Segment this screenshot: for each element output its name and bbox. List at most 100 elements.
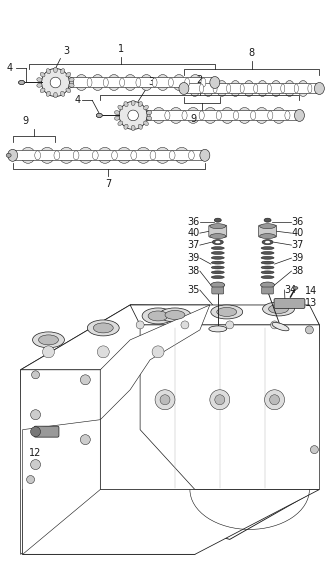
Ellipse shape <box>212 240 223 245</box>
Ellipse shape <box>211 305 243 319</box>
Ellipse shape <box>298 81 308 96</box>
Ellipse shape <box>73 151 79 160</box>
Ellipse shape <box>203 81 213 96</box>
Ellipse shape <box>59 147 74 164</box>
Text: 40: 40 <box>188 228 200 238</box>
Circle shape <box>215 395 225 405</box>
Ellipse shape <box>200 149 210 161</box>
Ellipse shape <box>120 78 125 87</box>
Ellipse shape <box>258 81 268 96</box>
Circle shape <box>32 371 39 379</box>
Ellipse shape <box>96 114 102 117</box>
Ellipse shape <box>295 110 304 121</box>
Circle shape <box>50 77 61 88</box>
Ellipse shape <box>108 74 120 90</box>
Ellipse shape <box>66 88 71 93</box>
Circle shape <box>119 102 147 129</box>
Ellipse shape <box>190 81 200 96</box>
Polygon shape <box>21 370 100 554</box>
Ellipse shape <box>152 107 165 124</box>
Ellipse shape <box>124 74 136 90</box>
Ellipse shape <box>19 81 25 85</box>
Polygon shape <box>100 305 210 420</box>
Ellipse shape <box>54 151 60 160</box>
Ellipse shape <box>138 102 142 107</box>
Ellipse shape <box>136 78 141 87</box>
Ellipse shape <box>117 147 131 164</box>
Ellipse shape <box>211 246 224 249</box>
Ellipse shape <box>254 84 258 93</box>
Polygon shape <box>23 490 319 554</box>
Text: 12: 12 <box>29 448 42 458</box>
Ellipse shape <box>250 111 256 120</box>
Ellipse shape <box>210 234 226 238</box>
Text: 2: 2 <box>197 75 203 85</box>
Ellipse shape <box>138 124 142 129</box>
FancyBboxPatch shape <box>259 225 277 237</box>
Ellipse shape <box>40 88 45 93</box>
Ellipse shape <box>87 320 119 336</box>
Ellipse shape <box>60 68 65 74</box>
Ellipse shape <box>53 67 57 72</box>
Ellipse shape <box>175 147 189 164</box>
Ellipse shape <box>294 84 298 93</box>
FancyBboxPatch shape <box>209 225 227 237</box>
Circle shape <box>210 390 230 409</box>
Text: 3: 3 <box>63 46 69 56</box>
Ellipse shape <box>204 107 217 124</box>
Circle shape <box>305 326 313 334</box>
Ellipse shape <box>21 147 35 164</box>
Text: 39: 39 <box>188 253 200 263</box>
Circle shape <box>160 395 170 405</box>
Ellipse shape <box>211 266 224 269</box>
Circle shape <box>226 321 234 329</box>
Ellipse shape <box>131 151 137 160</box>
Text: 36: 36 <box>292 217 304 227</box>
Circle shape <box>128 110 138 121</box>
FancyBboxPatch shape <box>144 110 301 121</box>
Ellipse shape <box>40 147 54 164</box>
Ellipse shape <box>261 261 274 264</box>
Ellipse shape <box>87 78 92 87</box>
Circle shape <box>27 476 34 484</box>
Ellipse shape <box>152 78 157 87</box>
Ellipse shape <box>255 107 268 124</box>
FancyBboxPatch shape <box>274 299 305 309</box>
Ellipse shape <box>124 102 128 107</box>
Ellipse shape <box>211 256 224 259</box>
Ellipse shape <box>92 74 104 90</box>
Circle shape <box>80 375 90 385</box>
Ellipse shape <box>211 252 224 255</box>
Ellipse shape <box>98 147 112 164</box>
Polygon shape <box>21 305 319 554</box>
Ellipse shape <box>147 111 152 115</box>
FancyBboxPatch shape <box>11 150 206 160</box>
Ellipse shape <box>69 84 74 88</box>
Circle shape <box>41 68 69 96</box>
Ellipse shape <box>155 147 170 164</box>
Ellipse shape <box>19 81 25 85</box>
Circle shape <box>97 346 109 358</box>
Text: 3: 3 <box>148 78 154 88</box>
Text: 4: 4 <box>74 96 80 106</box>
Ellipse shape <box>267 84 271 93</box>
Circle shape <box>265 390 285 409</box>
Ellipse shape <box>233 111 238 120</box>
Text: 38: 38 <box>292 266 304 276</box>
Ellipse shape <box>140 110 150 121</box>
Text: 8: 8 <box>248 48 255 57</box>
Ellipse shape <box>221 107 234 124</box>
Ellipse shape <box>150 151 156 160</box>
Ellipse shape <box>210 224 226 229</box>
Ellipse shape <box>104 78 108 87</box>
Ellipse shape <box>182 111 187 120</box>
Polygon shape <box>130 305 319 325</box>
Polygon shape <box>21 305 210 370</box>
Ellipse shape <box>96 114 102 117</box>
Ellipse shape <box>285 111 290 120</box>
Ellipse shape <box>6 153 11 157</box>
Ellipse shape <box>264 218 271 222</box>
Ellipse shape <box>187 107 199 124</box>
Ellipse shape <box>96 114 102 117</box>
FancyBboxPatch shape <box>262 287 274 294</box>
